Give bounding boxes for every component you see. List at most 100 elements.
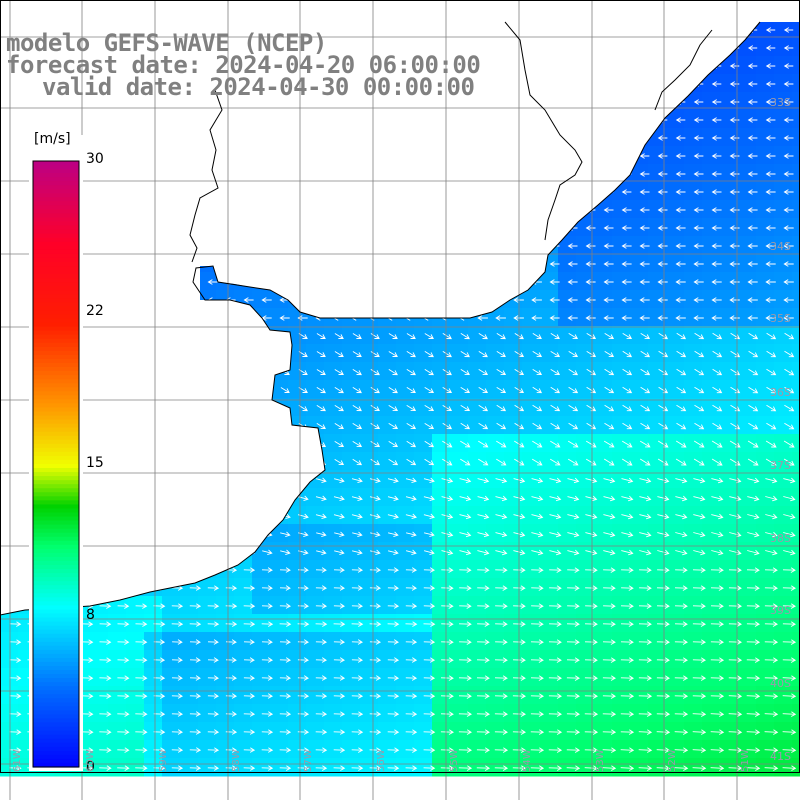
wind-speed-cell	[180, 758, 199, 777]
wind-arrow	[532, 369, 543, 376]
wind-arrow	[316, 333, 326, 339]
wind-arrow	[638, 729, 653, 735]
wind-arrow	[603, 279, 614, 285]
wind-speed-cell	[666, 236, 685, 255]
wind-speed-cell	[720, 398, 739, 417]
wind-speed-cell	[522, 578, 541, 597]
wind-arrow	[657, 549, 670, 556]
wind-speed-cell	[594, 434, 613, 453]
wind-arrow	[765, 458, 777, 466]
wind-speed-cell	[306, 488, 325, 507]
wind-speed-cell	[396, 344, 415, 363]
colorbar-segment	[33, 334, 79, 340]
wind-arrow	[620, 603, 634, 609]
wind-arrow	[566, 657, 580, 663]
wind-arrow	[549, 458, 561, 466]
wind-arrow	[369, 477, 381, 484]
wind-speed-cell	[396, 614, 415, 633]
wind-speed-cell	[594, 344, 613, 363]
wind-arrow	[171, 747, 184, 753]
wind-arrow	[603, 531, 616, 538]
wind-arrow	[442, 369, 452, 376]
wind-arrow	[585, 440, 597, 448]
wind-arrow	[81, 675, 94, 681]
wind-arrow	[495, 585, 508, 591]
wind-speed-cell	[234, 650, 253, 669]
wind-speed-cell	[558, 632, 577, 651]
wind-arrow	[765, 297, 776, 303]
wind-arrow	[728, 747, 743, 753]
wind-arrow	[478, 458, 489, 466]
colorbar-segment	[33, 552, 79, 558]
wind-speed-cell	[756, 344, 775, 363]
colorbar-segment	[33, 165, 79, 170]
wind-arrow	[710, 675, 725, 681]
wind-speed-cell	[270, 632, 289, 651]
wind-speed-cell	[774, 596, 793, 615]
wind-speed-cell	[270, 560, 289, 579]
wind-speed-cell	[288, 398, 307, 417]
wind-speed-cell	[774, 236, 793, 255]
colorbar-frame	[32, 160, 80, 768]
wind-arrow	[135, 603, 148, 609]
wind-arrow	[746, 693, 761, 699]
wind-speed-cell	[306, 380, 325, 399]
wind-arrow	[782, 639, 797, 645]
wind-arrow	[550, 333, 560, 340]
wind-speed-cell	[378, 596, 397, 615]
wind-speed-cell	[666, 452, 685, 471]
wind-speed-cell	[720, 236, 739, 255]
wind-arrow	[747, 117, 758, 123]
wind-speed-cell	[144, 650, 163, 669]
wind-arrow	[766, 404, 777, 412]
wind-speed-cell	[0, 614, 19, 633]
colorbar-segment	[33, 746, 79, 752]
wind-arrow	[532, 333, 542, 340]
wind-arrow	[710, 693, 725, 699]
wind-speed-cell	[486, 650, 505, 669]
wind-speed-cell	[630, 416, 649, 435]
wind-arrow	[477, 639, 490, 645]
wind-speed-cell	[738, 704, 757, 723]
wind-speed-cell	[720, 758, 739, 777]
wind-arrow	[782, 657, 797, 663]
wind-speed-cell	[558, 740, 577, 759]
wind-speed-cell	[414, 326, 433, 345]
colorbar-segment	[33, 419, 79, 425]
wind-speed-cell	[0, 758, 19, 777]
wind-speed-cell	[342, 524, 361, 543]
wind-speed-cell	[540, 272, 559, 291]
wind-speed-cell	[540, 470, 559, 489]
wind-arrow	[458, 711, 472, 717]
wind-arrow	[387, 531, 399, 538]
wind-speed-cell	[432, 704, 451, 723]
colorbar-segment	[33, 762, 79, 768]
wind-arrow	[370, 531, 381, 538]
wind-arrow	[117, 765, 130, 771]
wind-speed-cell	[360, 344, 379, 363]
wind-arrow	[334, 351, 344, 357]
colorbar-segment	[33, 435, 79, 441]
wind-speed-cell	[450, 488, 469, 507]
wind-speed-cell	[324, 362, 343, 381]
wind-speed-cell	[216, 704, 235, 723]
wind-arrow	[388, 387, 398, 394]
wind-speed-cell	[450, 758, 469, 777]
wind-speed-cell	[450, 506, 469, 525]
wind-speed-cell	[414, 686, 433, 705]
wind-arrow	[440, 675, 454, 681]
wind-arrow	[638, 603, 652, 609]
wind-speed-cell	[378, 614, 397, 633]
wind-arrow	[207, 279, 218, 285]
wind-arrow	[657, 207, 668, 213]
wind-arrow	[746, 765, 761, 771]
wind-speed-cell	[666, 398, 685, 417]
wind-arrow	[548, 729, 563, 735]
wind-speed-cell	[630, 524, 649, 543]
wind-arrow	[603, 603, 616, 609]
colorbar-segment	[33, 593, 79, 598]
wind-arrow	[387, 675, 400, 681]
wind-arrow	[585, 531, 598, 538]
wind-arrow	[405, 495, 417, 502]
wind-arrow	[548, 765, 563, 771]
